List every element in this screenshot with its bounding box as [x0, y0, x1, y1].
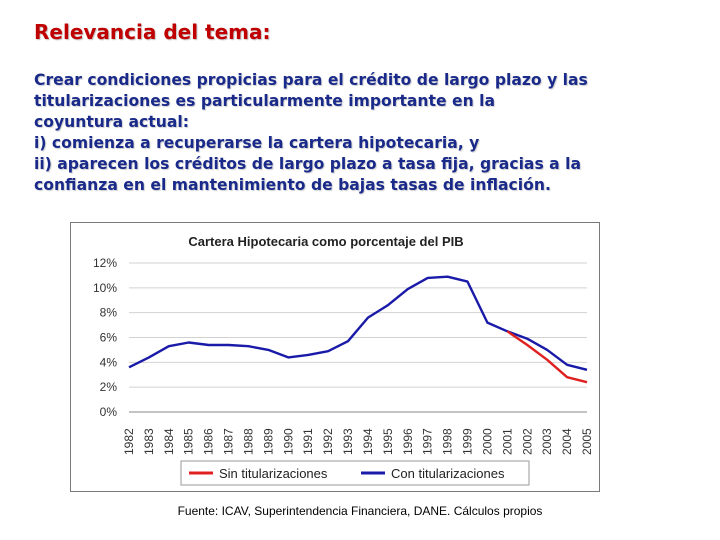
- paragraph-line: confianza en el mantenimiento de bajas t…: [34, 176, 551, 194]
- paragraph-line: Crear condiciones propicias para el créd…: [34, 71, 588, 89]
- legend-label-con: Con titularizaciones: [391, 466, 505, 481]
- paragraph-line: titularizaciones es particularmente impo…: [34, 92, 495, 110]
- x-tick-label: 1998: [441, 428, 455, 455]
- x-tick-label: 1996: [401, 428, 415, 455]
- x-tick-label: 1986: [202, 428, 216, 455]
- x-tick-label: 2000: [480, 428, 494, 455]
- x-tick-label: 1982: [122, 428, 136, 455]
- x-tick-label: 1985: [182, 428, 196, 455]
- x-tick-label: 1995: [381, 428, 395, 455]
- y-tick-label: 8%: [100, 306, 118, 320]
- chart-frame: Cartera Hipotecaria como porcentaje del …: [70, 222, 600, 492]
- y-tick-label: 6%: [100, 331, 118, 345]
- series-line-con-titularizaciones: [128, 275, 588, 371]
- x-tick-label: 1989: [261, 428, 275, 455]
- legend-label-sin: Sin titularizaciones: [219, 466, 328, 481]
- y-tick-label: 2%: [100, 380, 118, 394]
- x-tick-label: 1983: [142, 428, 156, 455]
- x-tick-label: 2004: [560, 428, 574, 455]
- x-tick-label: 2002: [520, 428, 534, 455]
- chart-title: Cartera Hipotecaria como porcentaje del …: [188, 234, 463, 249]
- x-tick-label: 1993: [341, 428, 355, 455]
- paragraph-line: i) comienza a recuperarse la cartera hip…: [34, 134, 480, 152]
- paragraph-line: ii) aparecen los créditos de largo plazo…: [34, 155, 581, 173]
- y-tick-label: 0%: [100, 405, 118, 419]
- paragraph-line: coyuntura actual:: [34, 113, 189, 131]
- x-tick-label: 1990: [281, 428, 295, 455]
- legend-box: [180, 460, 530, 486]
- x-tick-label: 1987: [222, 428, 236, 455]
- source-note: Fuente: ICAV, Superintendencia Financier…: [177, 504, 543, 518]
- y-tick-label: 4%: [100, 355, 118, 369]
- x-tick-label: 1991: [301, 428, 315, 455]
- x-tick-label: 2005: [580, 428, 594, 455]
- x-tick-label: 1997: [421, 428, 435, 455]
- series-line-sin-titularizaciones: [506, 330, 588, 384]
- x-tick-label: 1984: [162, 428, 176, 455]
- y-tick-label: 10%: [93, 281, 117, 295]
- x-tick-label: 1999: [461, 428, 475, 455]
- slide-paragraph: Crear condiciones propicias para el créd…: [34, 70, 694, 196]
- mortgage-chart: Cartera Hipotecaria como porcentaje del …: [93, 234, 594, 486]
- slide-title: Relevancia del tema:: [34, 20, 271, 44]
- x-tick-label: 1988: [241, 428, 255, 455]
- x-tick-label: 2003: [540, 428, 554, 455]
- x-tick-label: 1992: [321, 428, 335, 455]
- y-tick-label: 12%: [93, 256, 117, 270]
- x-tick-label: 1994: [361, 428, 375, 455]
- x-tick-label: 2001: [500, 428, 514, 455]
